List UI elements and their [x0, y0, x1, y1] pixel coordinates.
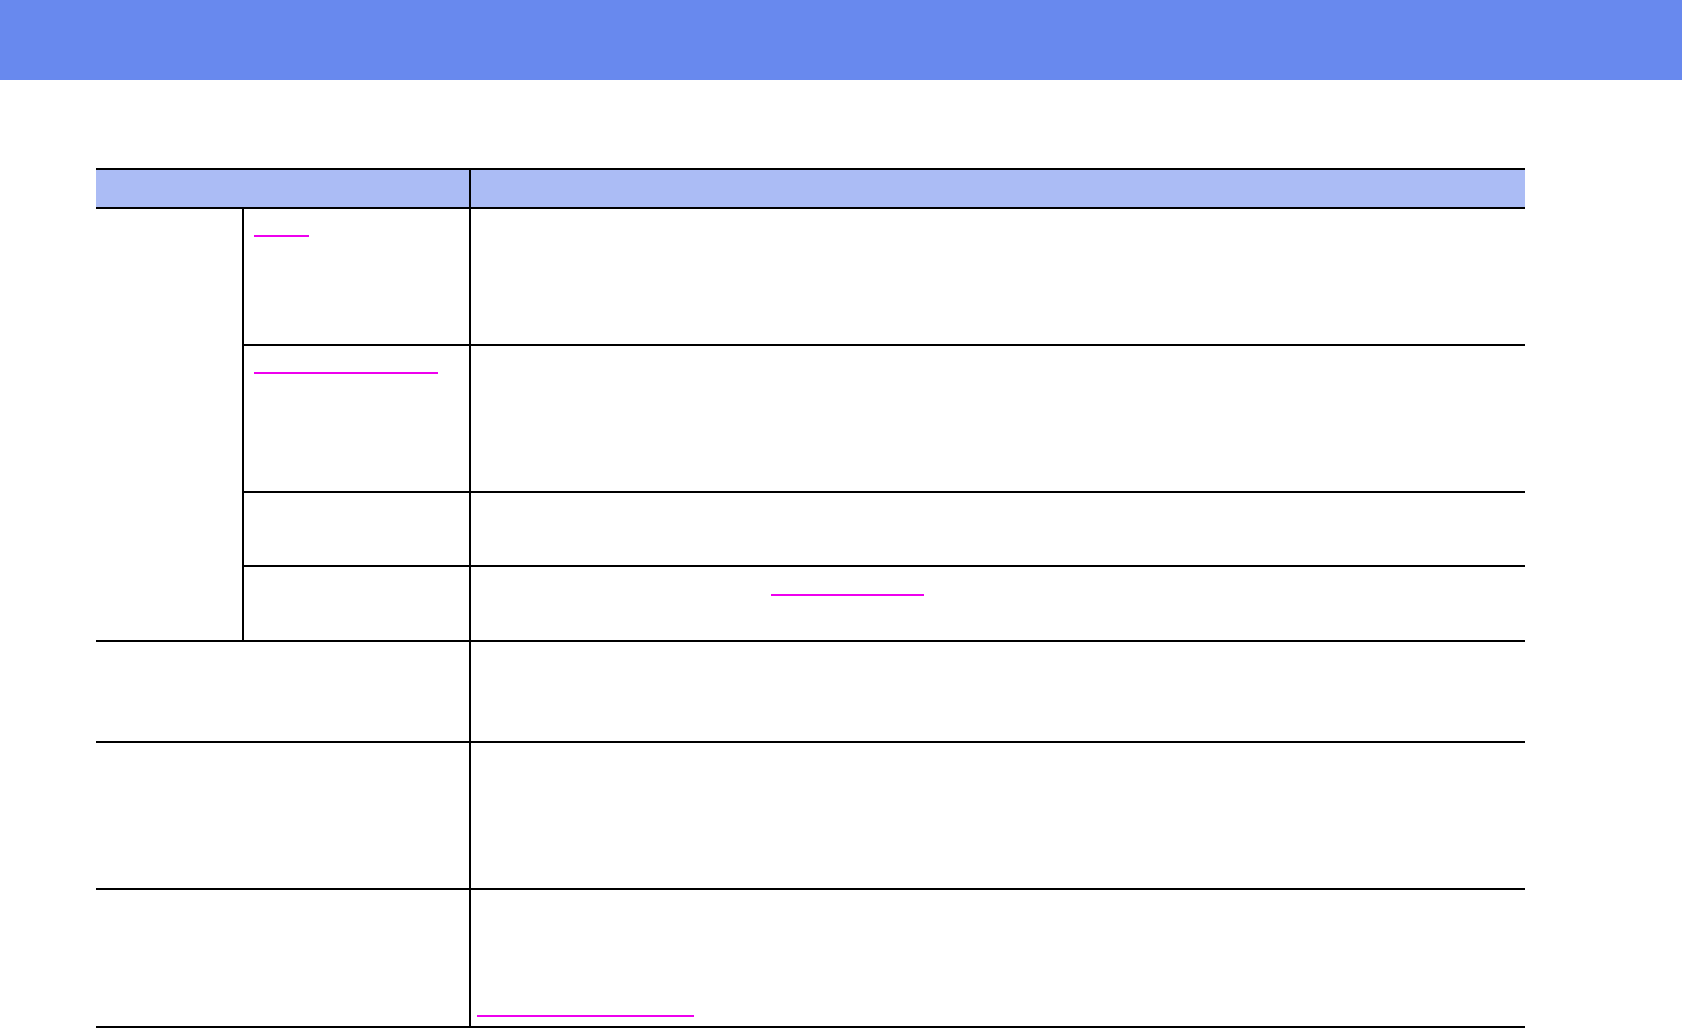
table-row-divider	[243, 491, 1525, 493]
link-row-2[interactable]	[254, 372, 438, 374]
table-row-divider	[243, 565, 1525, 567]
link-row-7[interactable]	[477, 1015, 694, 1017]
table-row-divider	[96, 888, 1525, 890]
table-border-top	[96, 168, 1525, 170]
table-row-divider	[96, 640, 1525, 642]
link-row-4[interactable]	[771, 594, 924, 596]
table-row-divider	[243, 344, 1525, 346]
table-header-row	[96, 168, 1525, 208]
table-row-divider	[96, 741, 1525, 743]
table-header-divider	[96, 207, 1525, 209]
table-column-divider	[469, 168, 471, 1028]
header-banner	[0, 0, 1682, 80]
table-subcolumn-divider	[242, 208, 244, 641]
link-row-1[interactable]	[254, 235, 309, 237]
table-border-bottom	[96, 1026, 1525, 1028]
